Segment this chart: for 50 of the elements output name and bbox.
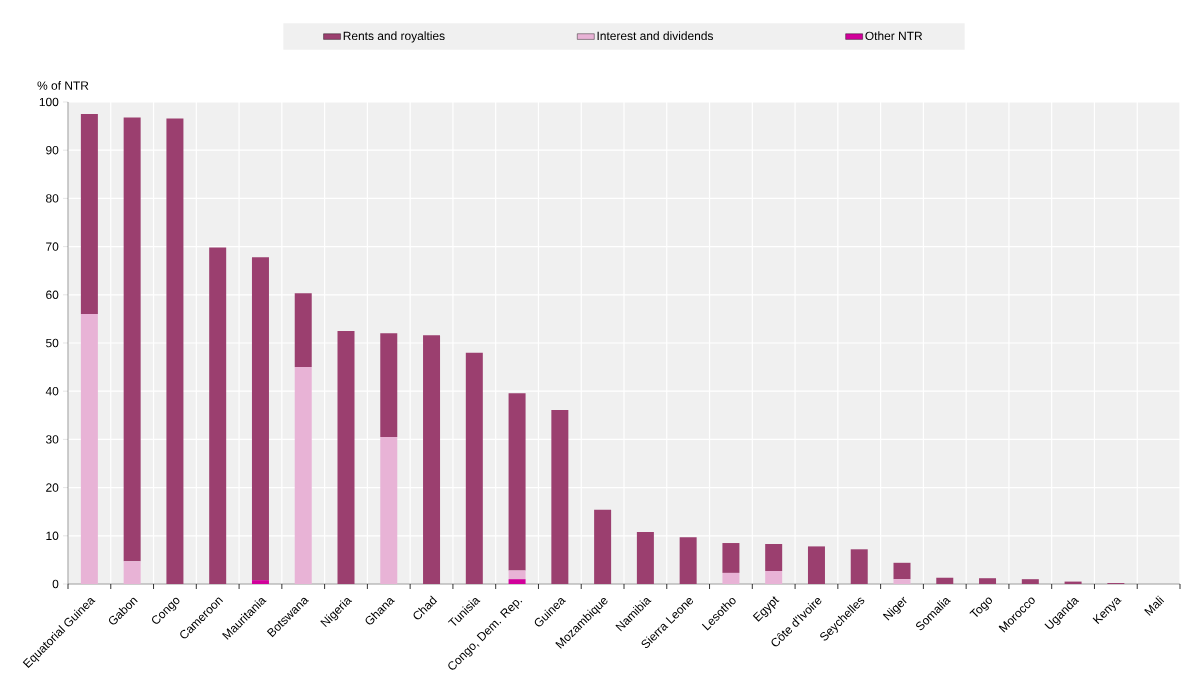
bar xyxy=(294,293,312,368)
bar xyxy=(765,570,783,584)
bar xyxy=(123,561,141,584)
y-tick-label: 80 xyxy=(46,194,59,203)
y-tick-label: 20 xyxy=(46,483,59,492)
y-tick-label: 90 xyxy=(46,145,59,155)
bar xyxy=(508,579,526,584)
bar xyxy=(722,572,740,584)
bar xyxy=(765,543,783,571)
bar xyxy=(893,562,911,580)
bar xyxy=(337,330,355,584)
bar xyxy=(380,436,398,584)
bar xyxy=(380,333,398,437)
y-axis-title: % of NTR xyxy=(37,81,89,90)
bar xyxy=(722,543,740,573)
bar xyxy=(251,580,269,584)
y-tick-label: 0 xyxy=(52,579,59,589)
bar xyxy=(551,410,569,584)
bar xyxy=(294,367,312,584)
y-tick-label: 100 xyxy=(39,97,59,107)
legend-label: Rents and royalties xyxy=(343,31,445,43)
bar xyxy=(209,247,227,584)
bar xyxy=(594,509,612,584)
bar xyxy=(636,531,654,584)
y-tick-label: 30 xyxy=(45,435,59,444)
bar xyxy=(508,570,526,580)
bar xyxy=(936,577,954,584)
y-tick-label: 40 xyxy=(45,386,59,396)
x-tick-label: Mali xyxy=(1144,595,1165,616)
bar xyxy=(465,352,483,584)
bar xyxy=(80,314,98,584)
bar xyxy=(979,578,997,584)
bar xyxy=(251,257,269,581)
x-tick-label: Togo xyxy=(969,597,992,617)
legend-label: Interest and dividends xyxy=(597,31,713,41)
y-tick-label: 50 xyxy=(46,338,59,348)
bar xyxy=(679,537,697,584)
bar xyxy=(423,335,441,584)
y-tick-label: 10 xyxy=(46,531,59,541)
bar xyxy=(1021,579,1039,584)
bar xyxy=(80,114,98,315)
bar xyxy=(893,579,911,584)
bar xyxy=(807,546,825,584)
bar xyxy=(508,393,526,571)
bar xyxy=(166,118,184,584)
bar xyxy=(123,117,141,562)
bar xyxy=(850,549,868,584)
legend-label: Other NTR xyxy=(865,31,923,41)
y-tick-label: 60 xyxy=(46,290,59,300)
y-tick-label: 70 xyxy=(46,242,59,251)
